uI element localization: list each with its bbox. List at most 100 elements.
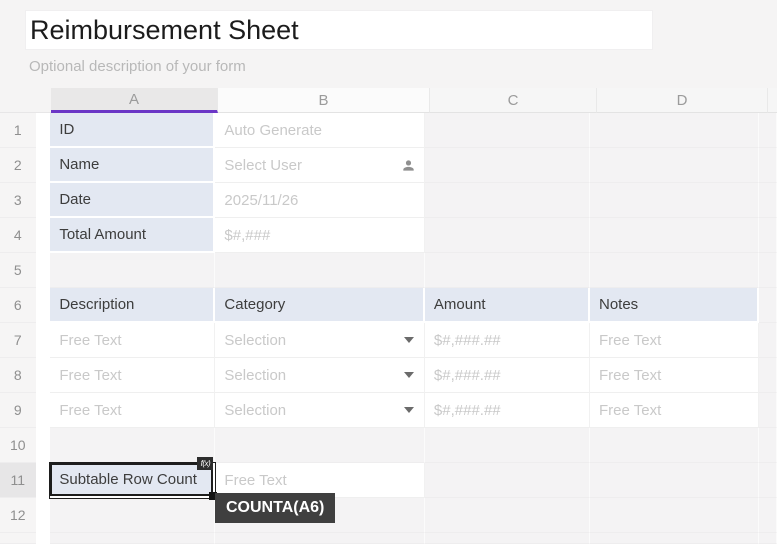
cell-a1[interactable]: ID (50, 113, 216, 148)
cell-a7-placeholder: Free Text (59, 331, 122, 349)
column-header-sliver (768, 88, 777, 113)
cell-b7[interactable]: Selection (215, 323, 425, 358)
cell-b10[interactable] (215, 428, 425, 463)
row-header-5[interactable]: 5 (0, 253, 36, 288)
row-header-9[interactable]: 9 (0, 393, 36, 428)
cell-a3[interactable]: Date (50, 183, 216, 218)
cell-c5[interactable] (424, 253, 590, 288)
cell-c6[interactable]: Amount (424, 288, 590, 323)
form-title-input[interactable]: Reimbursement Sheet (25, 10, 653, 50)
gutter-gap (35, 428, 51, 463)
cell-c11[interactable] (424, 463, 590, 498)
row-header-7[interactable]: 7 (0, 323, 36, 358)
cell-a3-label: Date (59, 191, 92, 208)
cell-partial (215, 533, 425, 544)
cell-d10[interactable] (589, 428, 759, 463)
grid-row-9: 9 Free Text Selection $#,###.## Free Tex… (0, 393, 777, 428)
cell-d4[interactable] (589, 218, 759, 253)
gutter-gap (35, 253, 51, 288)
cell-c8[interactable]: $#,###.## (424, 358, 590, 393)
cell-b11[interactable]: Free Text (215, 463, 425, 498)
cell-partial (589, 533, 759, 544)
column-header-b[interactable]: B (218, 88, 430, 113)
grid-row-6: 6 Description Category Amount Notes (0, 288, 777, 323)
cell-d6[interactable]: Notes (589, 288, 759, 323)
spreadsheet-grid: A B C D 1 ID Auto Generate 2 Name Select… (0, 88, 777, 544)
cell-b6[interactable]: Category (215, 288, 425, 323)
cell-d2[interactable] (589, 148, 759, 183)
user-icon (401, 158, 416, 173)
grid-row-12: 12 (0, 498, 777, 533)
grid-row-11: 11 Subtable Row Count f(x) Free Text (0, 457, 777, 500)
form-title: Reimbursement Sheet (30, 14, 299, 45)
cell-b4[interactable]: $#,### (215, 218, 425, 253)
cell-c3[interactable] (424, 183, 590, 218)
row-header-3[interactable]: 3 (0, 183, 36, 218)
cell-a11-selected[interactable]: Subtable Row Count f(x) (50, 457, 218, 500)
column-header-a[interactable]: A (51, 88, 218, 113)
cell-c9[interactable]: $#,###.## (424, 393, 590, 428)
cell-b2-placeholder: Select User (224, 156, 302, 174)
cell-b4-placeholder: $#,### (224, 226, 271, 244)
grid-row-1: 1 ID Auto Generate (0, 113, 777, 148)
cell-d5[interactable] (589, 253, 759, 288)
column-header-c[interactable]: C (430, 88, 597, 113)
row-header-4[interactable]: 4 (0, 218, 36, 253)
cell-b2[interactable]: Select User (215, 148, 425, 183)
formula-fx-badge: f(x) (197, 457, 214, 470)
row-header-partial (0, 533, 36, 544)
cell-sliver (759, 463, 777, 498)
cell-a9-placeholder: Free Text (59, 401, 122, 419)
cell-b1[interactable]: Auto Generate (215, 113, 425, 148)
row-header-6[interactable]: 6 (0, 288, 36, 323)
cell-d9[interactable]: Free Text (589, 393, 759, 428)
cell-a8[interactable]: Free Text (50, 358, 216, 393)
cell-a2[interactable]: Name (50, 148, 216, 183)
cell-d12[interactable] (589, 498, 759, 533)
gutter-gap (35, 218, 51, 253)
cell-b1-placeholder: Auto Generate (224, 121, 322, 139)
row-header-10[interactable]: 10 (0, 428, 36, 463)
cell-d1[interactable] (589, 113, 759, 148)
row-header-1[interactable]: 1 (0, 113, 36, 148)
row-header-11[interactable]: 11 (0, 463, 36, 498)
cell-b8[interactable]: Selection (215, 358, 425, 393)
fill-handle[interactable] (209, 492, 218, 500)
cell-c4[interactable] (424, 218, 590, 253)
dropdown-caret-icon (403, 337, 414, 343)
cell-d8[interactable]: Free Text (589, 358, 759, 393)
cell-b3[interactable]: 2025/11/26 (215, 183, 425, 218)
cell-a5[interactable] (50, 253, 216, 288)
gutter-gap (35, 358, 51, 393)
cell-sliver (759, 113, 777, 148)
cell-d3[interactable] (589, 183, 759, 218)
cell-a6[interactable]: Description (50, 288, 216, 323)
dropdown-caret-icon (403, 407, 414, 413)
cell-sliver (759, 183, 777, 218)
row-header-2[interactable]: 2 (0, 148, 36, 183)
cell-a8-placeholder: Free Text (59, 366, 122, 384)
cell-b6-label: Category (224, 296, 286, 313)
column-header-d[interactable]: D (597, 88, 768, 113)
cell-a4[interactable]: Total Amount (50, 218, 216, 253)
row-header-8[interactable]: 8 (0, 358, 36, 393)
cell-a7[interactable]: Free Text (50, 323, 216, 358)
cell-partial (424, 533, 590, 544)
cell-c10[interactable] (424, 428, 590, 463)
cell-b5[interactable] (215, 253, 425, 288)
row-header-12[interactable]: 12 (0, 498, 36, 533)
cell-c7[interactable]: $#,###.## (424, 323, 590, 358)
cell-a12[interactable] (50, 498, 216, 533)
gutter-gap (35, 113, 51, 148)
cell-a10[interactable] (50, 428, 216, 463)
cell-b9[interactable]: Selection (215, 393, 425, 428)
cell-b11-placeholder: Free Text (224, 471, 287, 489)
cell-d11[interactable] (589, 463, 759, 498)
cell-c1[interactable] (424, 113, 590, 148)
cell-d7[interactable]: Free Text (589, 323, 759, 358)
gutter-corner (0, 88, 51, 113)
form-description-input[interactable]: Optional description of your form (29, 58, 246, 75)
cell-c2[interactable] (424, 148, 590, 183)
cell-a9[interactable]: Free Text (50, 393, 216, 428)
cell-c12[interactable] (424, 498, 590, 533)
